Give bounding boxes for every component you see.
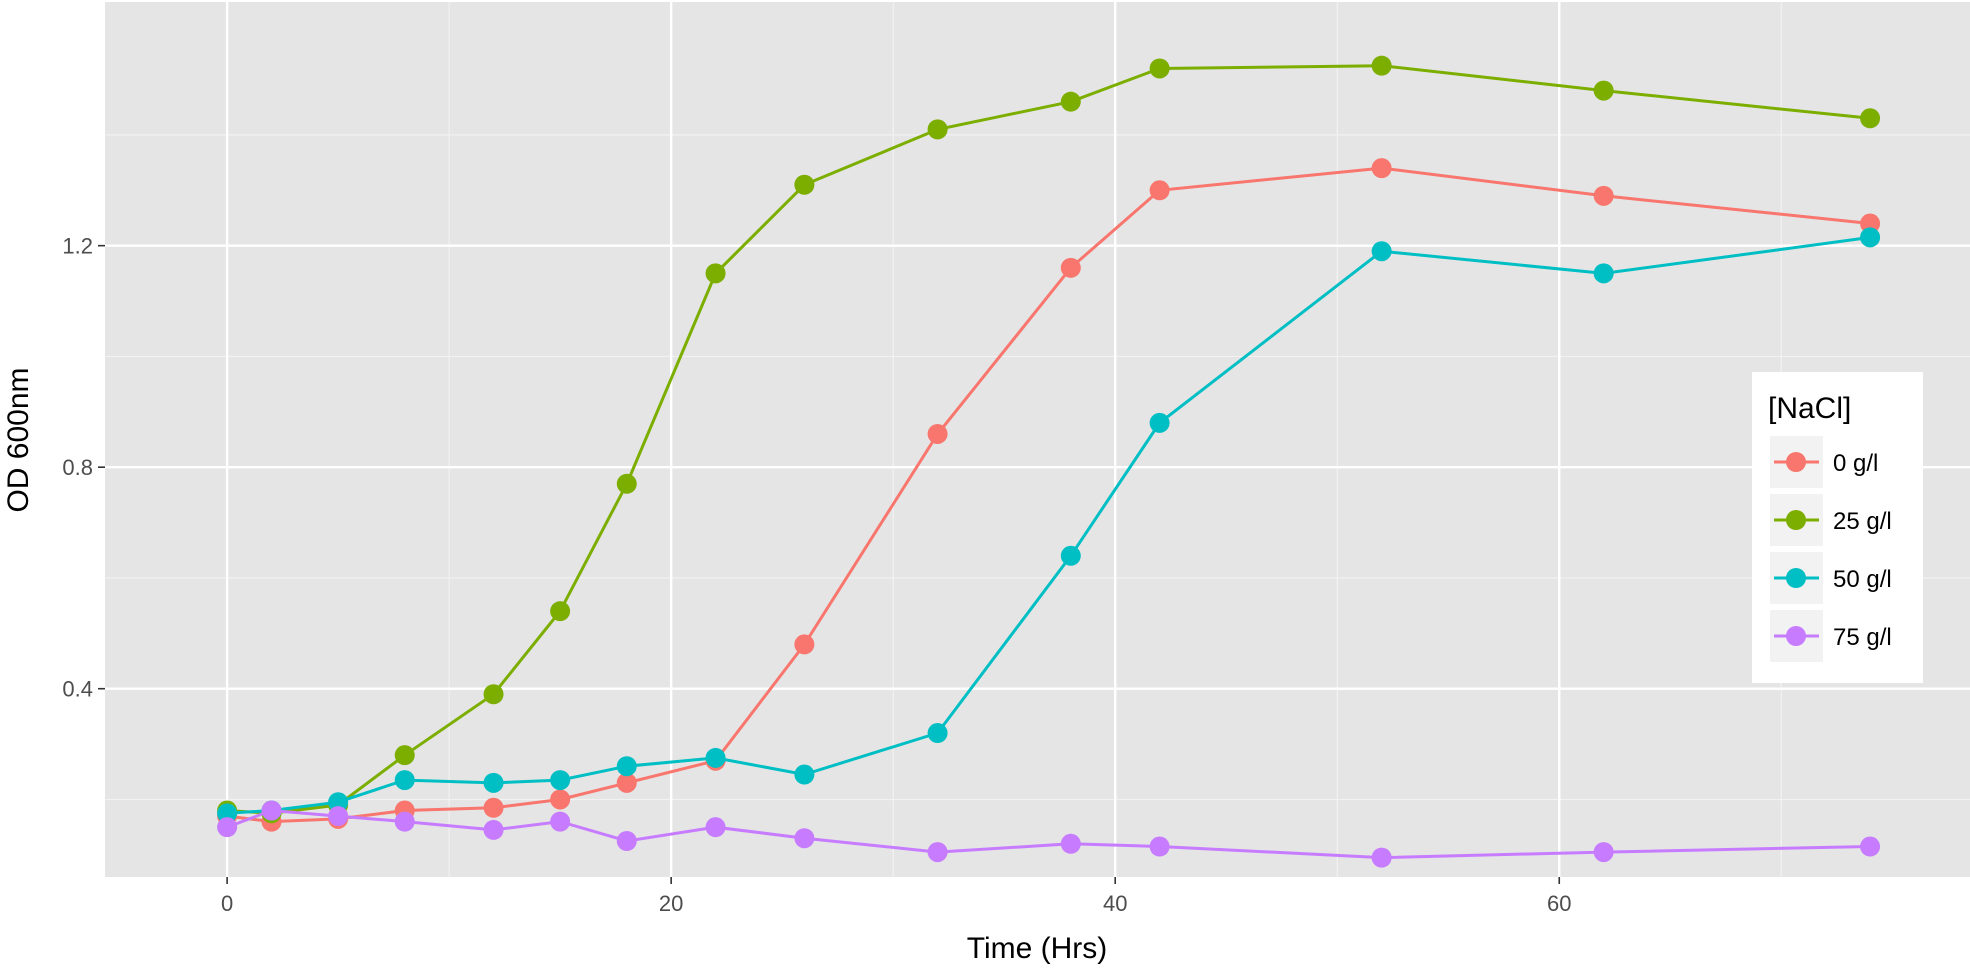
axes-layer: 0 20 40 60 0.4 0.8 1.2	[62, 234, 1571, 916]
data-point-50-g-l	[483, 772, 504, 793]
major-grid	[105, 2, 1970, 877]
data-point-75-g-l	[394, 811, 415, 832]
data-point-25-g-l	[1149, 58, 1170, 79]
data-point-50-g-l	[394, 770, 415, 791]
y-tick-label: 0.4	[62, 677, 93, 702]
data-point-0-g-l	[616, 772, 637, 793]
legend-label: 0 g/l	[1833, 450, 1878, 477]
legend: [NaCl] 0 g/l 25 g/l 50 g/l 75 g/l	[1752, 372, 1923, 683]
data-point-0-g-l	[794, 634, 815, 655]
data-point-75-g-l	[483, 819, 504, 840]
legend-label: 50 g/l	[1833, 566, 1892, 593]
data-point-50-g-l	[927, 723, 948, 744]
data-point-25-g-l	[1371, 55, 1392, 76]
legend-items: 0 g/l 25 g/l 50 g/l 75 g/l	[1770, 436, 1892, 662]
data-point-25-g-l	[483, 684, 504, 705]
data-point-0-g-l	[1371, 158, 1392, 179]
x-tick-label: 20	[659, 891, 683, 916]
data-point-75-g-l	[1149, 836, 1170, 857]
data-point-75-g-l	[328, 806, 349, 827]
data-point-0-g-l	[1060, 257, 1081, 278]
data-point-0-g-l	[483, 797, 504, 818]
legend-key-point	[1786, 626, 1806, 646]
legend-item-0-g-l: 0 g/l	[1770, 436, 1878, 488]
data-point-75-g-l	[1593, 842, 1614, 863]
y-axis-title: OD 600nm	[2, 367, 35, 512]
legend-item-25-g-l: 25 g/l	[1770, 494, 1892, 546]
data-point-25-g-l	[1860, 108, 1881, 129]
data-point-75-g-l	[1371, 847, 1392, 868]
data-point-25-g-l	[794, 174, 815, 195]
series-layer	[217, 55, 1881, 868]
data-point-50-g-l	[794, 764, 815, 785]
data-point-75-g-l	[550, 811, 571, 832]
legend-label: 25 g/l	[1833, 508, 1892, 535]
legend-item-75-g-l: 75 g/l	[1770, 610, 1892, 662]
data-point-75-g-l	[1860, 836, 1881, 857]
data-point-25-g-l	[616, 473, 637, 494]
data-point-25-g-l	[1593, 80, 1614, 101]
data-point-50-g-l	[1371, 241, 1392, 262]
x-tick-label: 60	[1547, 891, 1571, 916]
data-point-25-g-l	[550, 601, 571, 622]
y-tick-label: 1.2	[62, 234, 93, 259]
data-point-25-g-l	[1060, 91, 1081, 112]
data-point-0-g-l	[550, 789, 571, 810]
data-point-75-g-l	[705, 817, 726, 838]
data-point-50-g-l	[1593, 263, 1614, 284]
data-point-50-g-l	[1149, 412, 1170, 433]
plot-panel	[105, 2, 1970, 877]
data-point-75-g-l	[217, 817, 238, 838]
data-point-25-g-l	[927, 119, 948, 140]
legend-key-point	[1786, 568, 1806, 588]
data-point-25-g-l	[705, 263, 726, 284]
legend-key-point	[1786, 452, 1806, 472]
data-point-75-g-l	[616, 831, 637, 852]
data-point-25-g-l	[394, 745, 415, 766]
data-point-0-g-l	[1860, 213, 1881, 234]
data-point-50-g-l	[217, 803, 238, 824]
x-tick-label: 40	[1103, 891, 1127, 916]
data-point-50-g-l	[550, 770, 571, 791]
data-point-75-g-l	[927, 842, 948, 863]
legend-title: [NaCl]	[1768, 392, 1851, 425]
data-point-50-g-l	[616, 756, 637, 777]
data-point-75-g-l	[261, 800, 282, 821]
data-point-50-g-l	[328, 792, 349, 813]
x-tick-label: 0	[221, 891, 233, 916]
data-point-0-g-l	[927, 423, 948, 444]
data-point-75-g-l	[794, 828, 815, 849]
data-point-50-g-l	[705, 747, 726, 768]
legend-label: 75 g/l	[1833, 624, 1892, 651]
legend-item-50-g-l: 50 g/l	[1770, 552, 1892, 604]
data-point-0-g-l	[1593, 185, 1614, 206]
series-75-g-l	[217, 800, 1881, 868]
y-tick-label: 0.8	[62, 455, 93, 480]
data-point-50-g-l	[1860, 227, 1881, 248]
data-point-75-g-l	[1060, 833, 1081, 854]
x-axis-title: Time (Hrs)	[967, 932, 1108, 965]
data-point-0-g-l	[1149, 180, 1170, 201]
legend-key-point	[1786, 510, 1806, 530]
data-point-50-g-l	[1060, 545, 1081, 566]
